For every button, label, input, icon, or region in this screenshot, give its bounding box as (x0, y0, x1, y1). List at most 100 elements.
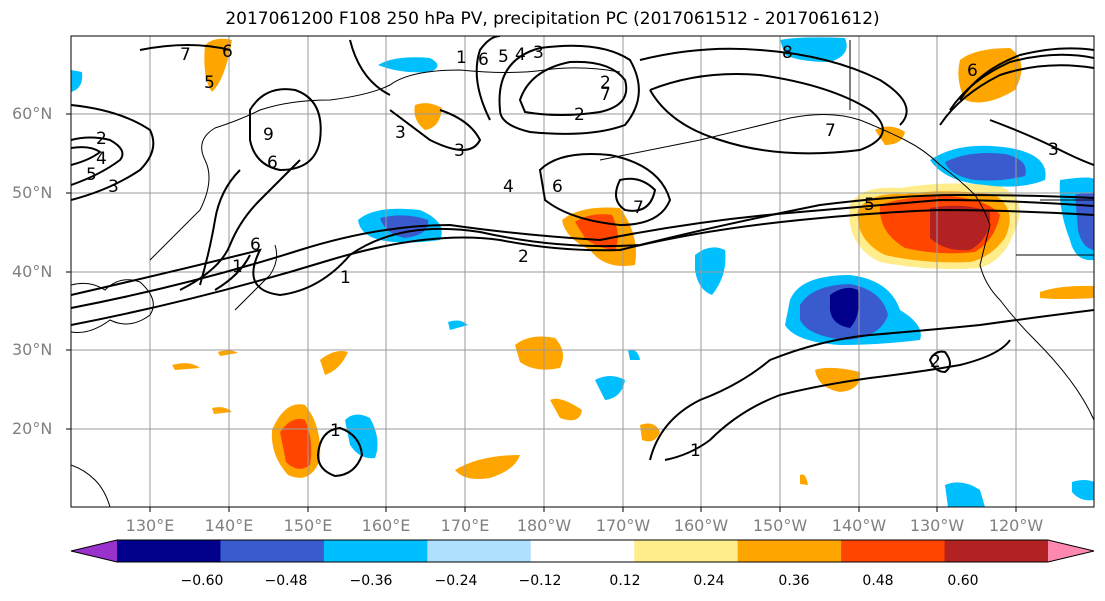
lat-label: 60°N (12, 104, 53, 123)
colorbar-outline (70, 539, 1095, 563)
precip-negative-region (448, 320, 468, 330)
contour-label: 6 (267, 153, 278, 173)
colorbar-tick-label: 0.60 (947, 573, 979, 589)
contour-label: 1 (690, 441, 701, 461)
contour-label: 6 (552, 177, 563, 197)
precip-negative-region (71, 70, 83, 92)
precip-negative-region (345, 414, 378, 459)
contour-label: 1 (456, 48, 467, 68)
colorbar-tick-label: −0.36 (349, 573, 393, 589)
pv-contours (71, 36, 1094, 478)
precip-negative-region (945, 153, 1026, 181)
lat-label: 30°N (12, 340, 53, 359)
lon-label: 130°W (909, 516, 965, 535)
lon-label: 130°E (125, 516, 175, 535)
contour-label: 2 (96, 129, 107, 149)
contour-label: 6 (478, 50, 489, 70)
contour-label: 8 (782, 43, 793, 63)
colorbar-segment (427, 540, 532, 562)
colorbar-tick-label: 0.12 (609, 573, 641, 589)
precip-negative-region (695, 247, 726, 295)
precip-positive-region (875, 126, 905, 145)
precip-positive-region (280, 418, 312, 469)
contour-label: 5 (864, 195, 875, 215)
lon-label: 120°W (988, 516, 1044, 535)
contour-label: 9 (263, 125, 274, 145)
colorbar-extend-max (1048, 540, 1094, 562)
contour-label: 2 (574, 105, 585, 125)
contour-label: 3 (533, 43, 544, 63)
contour-label: 5 (86, 165, 97, 185)
colorbar-tick-label: −0.12 (518, 573, 562, 589)
precip-negative-region (830, 287, 859, 328)
precip-positive-region (930, 205, 991, 251)
contour-label: 1 (232, 257, 243, 277)
colorbar-segment (530, 540, 635, 562)
contour-label: 6 (967, 61, 978, 81)
colorbar-tick-label: 0.24 (693, 573, 725, 589)
precip-positive-region (640, 423, 660, 442)
lon-label: 160°E (361, 516, 411, 535)
contour-label: 3 (108, 177, 119, 197)
colorbar-tick-label: −0.60 (180, 573, 224, 589)
precip-positive-region (218, 350, 238, 356)
colorbar-segment (841, 540, 946, 562)
precip-positive-region (172, 363, 200, 370)
precip-negative-region (780, 37, 847, 62)
lon-label: 140°E (204, 516, 254, 535)
precip-positive-region (800, 474, 808, 485)
lon-label: 180°W (516, 516, 572, 535)
precip-positive-region (414, 103, 442, 130)
contour-labels: 7 6 5 1 6 5 4 3 2 7 2 8 6 2 4 5 3 9 6 3 … (86, 42, 1059, 461)
colorbar-extend-min (71, 540, 117, 562)
lon-label: 150°W (752, 516, 808, 535)
contour-label: 7 (825, 121, 836, 141)
precip-negative-region (1075, 192, 1094, 250)
contour-label: 1 (340, 268, 351, 288)
precip-positive-region (515, 336, 564, 370)
precip-positive-region (1040, 285, 1094, 299)
lon-label: 160°W (673, 516, 729, 535)
contour-label: 3 (1048, 140, 1059, 160)
contour-label: 7 (633, 198, 644, 218)
precip-positive-region (212, 407, 232, 414)
colorbar-tick-label: −0.48 (264, 573, 308, 589)
contour-label: 3 (454, 141, 465, 161)
lon-label: 150°E (283, 516, 333, 535)
contour-label: 7 (600, 85, 611, 105)
precip-negative-region (378, 57, 438, 73)
precip-positive-region (320, 351, 348, 375)
precip-positive-region (550, 398, 582, 421)
lat-label: 40°N (12, 262, 53, 281)
precip-negative-region (945, 482, 985, 507)
contour-label: 3 (395, 123, 406, 143)
precip-negative-region (628, 349, 640, 360)
gridlines (71, 36, 1094, 507)
precip-positive-region (204, 38, 232, 92)
colorbar-segment (323, 540, 428, 562)
contour-label: 5 (204, 73, 215, 93)
axis-ticks (66, 113, 1017, 512)
contour-label: 5 (498, 47, 509, 67)
precip-negative-region (1072, 480, 1094, 501)
contour-label: 4 (96, 149, 107, 169)
colorbar-tick-label: 0.48 (862, 573, 894, 589)
contour-label: 4 (515, 45, 526, 65)
colorbar (70, 539, 1095, 563)
contour-label: 7 (180, 45, 191, 65)
colorbar-segment (117, 540, 221, 562)
contour-label: 1 (330, 421, 341, 441)
contour-label: 2 (518, 247, 529, 267)
lon-label: 170°W (595, 516, 651, 535)
colorbar-tick-label: −0.24 (434, 573, 478, 589)
precip-negative-region (595, 376, 625, 400)
lat-label: 50°N (12, 183, 53, 202)
lon-label: 140°W (831, 516, 887, 535)
precip-positive-region (455, 455, 520, 479)
lon-label: 170°E (440, 516, 490, 535)
contour-label: 2 (930, 352, 941, 372)
contour-label: 2 (600, 73, 611, 93)
contour-label: 4 (503, 177, 514, 197)
colorbar-tick-label: 0.36 (778, 573, 810, 589)
